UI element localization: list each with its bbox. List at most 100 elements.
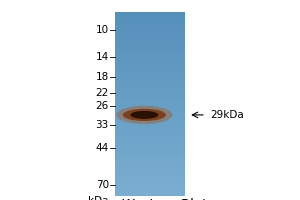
Bar xyxy=(115,69,185,70)
Bar xyxy=(115,181,185,182)
Bar xyxy=(115,93,185,94)
Bar xyxy=(115,180,185,181)
Text: 10: 10 xyxy=(96,25,109,35)
Text: 70: 70 xyxy=(96,180,109,190)
Bar xyxy=(115,191,185,192)
Ellipse shape xyxy=(123,109,166,121)
Bar xyxy=(115,49,185,50)
Bar xyxy=(115,103,185,104)
Bar xyxy=(115,193,185,194)
Bar xyxy=(115,65,185,66)
Bar xyxy=(115,157,185,158)
Bar xyxy=(115,21,185,22)
Bar xyxy=(115,20,185,21)
Text: Western Blot: Western Blot xyxy=(122,198,207,200)
Bar xyxy=(115,182,185,183)
Text: 29kDa: 29kDa xyxy=(210,110,244,120)
Bar xyxy=(115,94,185,95)
Bar xyxy=(115,104,185,105)
Bar xyxy=(115,184,185,185)
Bar xyxy=(115,129,185,130)
Bar xyxy=(115,89,185,90)
Bar xyxy=(115,51,185,52)
Bar xyxy=(115,169,185,170)
Bar xyxy=(115,59,185,60)
Bar xyxy=(115,120,185,121)
Bar xyxy=(115,112,185,113)
Bar xyxy=(115,15,185,16)
Bar xyxy=(115,154,185,155)
Bar xyxy=(115,98,185,99)
Bar xyxy=(115,187,185,188)
Bar xyxy=(115,37,185,38)
Bar xyxy=(115,100,185,101)
Bar xyxy=(115,13,185,14)
Bar xyxy=(115,27,185,28)
Bar xyxy=(115,64,185,65)
Bar xyxy=(115,46,185,47)
Bar xyxy=(115,24,185,25)
Bar xyxy=(115,175,185,176)
Bar xyxy=(115,185,185,186)
Bar xyxy=(115,160,185,161)
Text: 18: 18 xyxy=(96,72,109,82)
Bar xyxy=(115,85,185,86)
Bar xyxy=(115,101,185,102)
Bar xyxy=(115,102,185,103)
Bar xyxy=(115,167,185,168)
Bar xyxy=(115,78,185,79)
Bar xyxy=(115,164,185,165)
Bar xyxy=(115,92,185,93)
Bar xyxy=(115,95,185,96)
Bar xyxy=(115,90,185,91)
Bar xyxy=(115,79,185,80)
Bar xyxy=(115,110,185,111)
Bar xyxy=(115,162,185,163)
Bar xyxy=(115,44,185,45)
Bar xyxy=(115,136,185,137)
Bar xyxy=(115,124,185,125)
Bar xyxy=(115,188,185,189)
Bar xyxy=(115,125,185,126)
Bar xyxy=(115,86,185,87)
Bar xyxy=(115,151,185,152)
Bar xyxy=(115,107,185,108)
Bar xyxy=(115,140,185,141)
Bar xyxy=(115,155,185,156)
Bar xyxy=(115,68,185,69)
Bar xyxy=(115,96,185,97)
Bar xyxy=(115,75,185,76)
Bar xyxy=(115,30,185,31)
Bar xyxy=(115,156,185,157)
Bar xyxy=(115,32,185,33)
Bar xyxy=(115,165,185,166)
Bar xyxy=(115,108,185,109)
Bar xyxy=(115,31,185,32)
Bar xyxy=(115,132,185,133)
Bar xyxy=(115,114,185,115)
Bar xyxy=(115,87,185,88)
Bar xyxy=(115,35,185,36)
Bar xyxy=(115,170,185,171)
Bar xyxy=(115,147,185,148)
Bar xyxy=(115,97,185,98)
Bar xyxy=(115,113,185,114)
Bar xyxy=(115,63,185,64)
Text: 44: 44 xyxy=(96,143,109,153)
Bar xyxy=(115,43,185,44)
Text: 22: 22 xyxy=(96,88,109,98)
Bar xyxy=(115,177,185,178)
Bar xyxy=(115,172,185,173)
Bar xyxy=(115,38,185,39)
Bar xyxy=(115,139,185,140)
Bar xyxy=(115,82,185,83)
Bar xyxy=(115,178,185,179)
Bar xyxy=(115,74,185,75)
Bar xyxy=(115,176,185,177)
Bar xyxy=(115,186,185,187)
Bar xyxy=(115,109,185,110)
Bar xyxy=(115,117,185,118)
Bar xyxy=(115,16,185,17)
Bar xyxy=(115,174,185,175)
Bar xyxy=(115,72,185,73)
